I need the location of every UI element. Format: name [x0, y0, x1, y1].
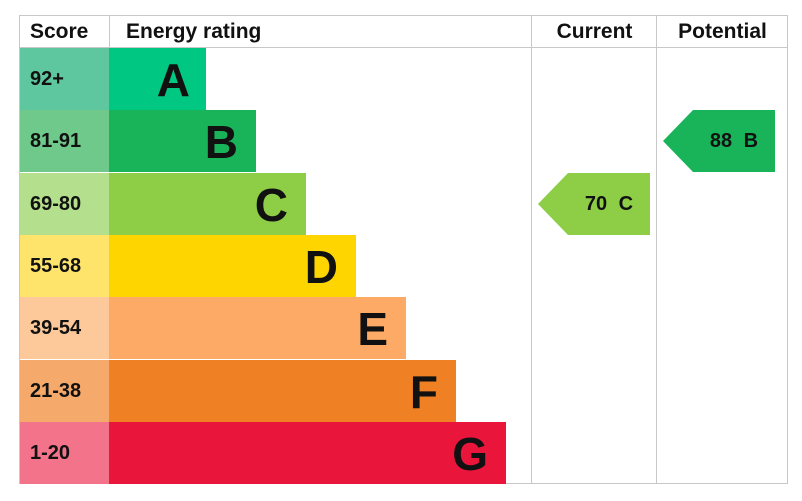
score-cell: 92+ — [20, 48, 109, 110]
score-cell: 39-54 — [20, 297, 109, 359]
score-cell: 1-20 — [20, 422, 109, 484]
arrow-shape-icon — [663, 110, 775, 172]
rating-bar-f: F — [109, 360, 456, 422]
divider-score — [109, 16, 110, 47]
score-cell: 69-80 — [20, 173, 109, 235]
rating-bar-b: B — [109, 110, 256, 172]
divider-current — [531, 16, 532, 483]
epc-table: Score Energy rating Current Potential 92… — [19, 15, 788, 484]
arrow-shape-icon — [538, 173, 650, 235]
divider-potential — [656, 16, 657, 483]
current-rating-label: 70 C — [584, 193, 634, 215]
header-potential: Potential — [678, 20, 767, 43]
header-energy-rating: Energy rating — [126, 20, 262, 43]
rating-bar-e: E — [109, 297, 406, 359]
score-cell: 55-68 — [20, 235, 109, 297]
header-current: Current — [556, 20, 633, 43]
potential-rating-arrow: 88 B — [663, 110, 775, 172]
rating-bar-d: D — [109, 235, 356, 297]
current-rating-arrow: 70 C — [538, 173, 650, 235]
header-divider — [20, 47, 787, 48]
header-score: Score — [30, 20, 89, 43]
rating-bar-g: G — [109, 422, 506, 484]
score-cell: 21-38 — [20, 360, 109, 422]
score-cell: 81-91 — [20, 110, 109, 172]
rating-bar-c: C — [109, 173, 306, 235]
rating-bar-a: A — [109, 48, 206, 110]
potential-rating-label: 88 B — [709, 130, 759, 152]
